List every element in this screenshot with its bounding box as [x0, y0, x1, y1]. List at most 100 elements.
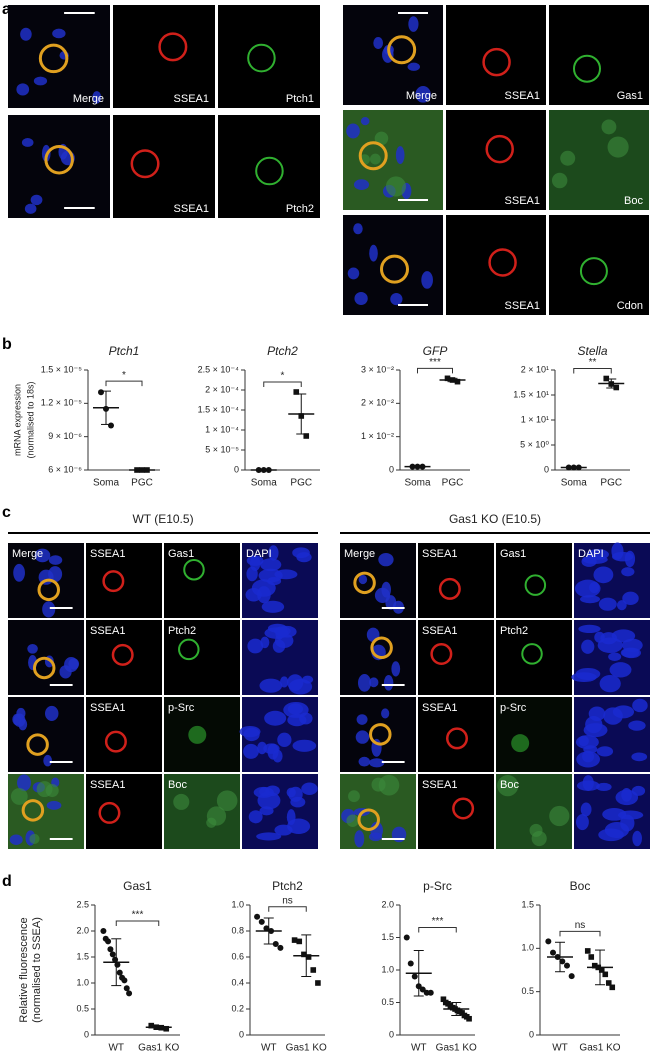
cell [158, 32, 188, 62]
nucleus [596, 746, 614, 757]
nucleus [578, 735, 589, 747]
data-point [105, 938, 112, 945]
x-tick-label: WT [552, 1043, 568, 1054]
cell [531, 830, 547, 847]
data-point [100, 928, 107, 934]
nucleus [346, 123, 360, 139]
panel-text: Ptch2 [500, 625, 528, 637]
y-tick-label: 0.5 [381, 997, 394, 1007]
cell [445, 727, 468, 750]
nucleus [354, 292, 368, 306]
y-tick-label: 3 × 10⁻² [361, 364, 394, 374]
y-tick-label: 2.5 [76, 899, 89, 909]
nucleus [358, 756, 371, 767]
nucleus [415, 86, 431, 103]
cell [524, 574, 547, 596]
cell [32, 656, 56, 680]
nucleus [280, 676, 289, 688]
y-tick-label: 9 × 10⁻⁶ [48, 431, 82, 441]
panel-text: Merge [406, 90, 437, 102]
nucleus [631, 785, 646, 796]
panel-text: SSEA1 [505, 300, 540, 312]
nucleus [16, 83, 30, 96]
nucleus [579, 595, 601, 604]
nucleus [257, 741, 268, 755]
data-point [109, 951, 116, 958]
data-point [427, 989, 434, 996]
nucleus [277, 732, 292, 747]
cell [29, 833, 40, 845]
y-tick-label: 1.5 [381, 932, 394, 942]
nucleus [408, 16, 419, 32]
micrograph [113, 115, 215, 218]
y-tick-label: 0 [84, 1029, 89, 1039]
y-tick-label: 2.0 [381, 899, 394, 909]
nucleus [46, 800, 62, 810]
data-point [591, 962, 598, 969]
nucleus [59, 665, 72, 679]
cell [387, 35, 417, 65]
cell [130, 149, 160, 179]
cell [111, 643, 134, 666]
cell [438, 577, 461, 600]
panel-text: SSEA1 [422, 779, 457, 791]
data-point [123, 985, 130, 992]
panel-text: Ptch1 [286, 93, 314, 105]
data-point [466, 1015, 472, 1022]
cell [607, 136, 629, 158]
nucleus [421, 271, 433, 289]
y-axis-label: (normalised to SSEA) [31, 917, 43, 1023]
data-point [98, 389, 104, 396]
panel-text: SSEA1 [505, 195, 540, 207]
nucleus [369, 758, 385, 768]
nucleus [621, 647, 642, 659]
x-tick-label: Gas1 KO [436, 1043, 477, 1054]
significance-label: ns [575, 920, 586, 931]
cell [178, 638, 200, 661]
nucleus [20, 27, 32, 41]
panel-text: Gas1 [168, 548, 194, 560]
group-title: WT (E10.5) [132, 512, 193, 526]
nucleus [42, 601, 56, 618]
chart-title: Stella [577, 344, 607, 358]
nucleus [34, 548, 51, 563]
chart-title: p-Src [423, 879, 452, 893]
nucleus [347, 267, 360, 280]
y-tick-label: 1.0 [381, 964, 394, 974]
y-tick-label: 1.5 [521, 899, 534, 909]
nucleus [407, 62, 420, 71]
nucleus [355, 730, 370, 744]
cell [36, 781, 53, 798]
data-point [272, 941, 279, 947]
y-tick-label: 0 [239, 1029, 244, 1039]
chart-title: Ptch2 [272, 879, 303, 893]
y-tick-label: 1.0 [521, 943, 534, 953]
nucleus [391, 661, 401, 677]
panel-text: Boc [500, 779, 519, 791]
nucleus [251, 579, 276, 597]
cell [378, 774, 400, 796]
y-tick-label: 2.5 × 10⁻⁴ [198, 364, 240, 374]
nucleus [9, 834, 23, 845]
y-tick-label: 1.5 [76, 951, 89, 961]
significance-bracket [573, 368, 612, 374]
y-tick-label: 0.5 [521, 986, 534, 996]
nucleus [631, 752, 648, 762]
significance-bracket [105, 380, 143, 387]
nucleus [632, 698, 648, 713]
panel-text: SSEA1 [90, 625, 125, 637]
nucleus [13, 563, 25, 582]
cell [549, 805, 570, 827]
y-tick-label: 1.5 × 10¹ [513, 389, 549, 399]
cell [452, 797, 475, 820]
cell [104, 730, 127, 753]
nucleus [45, 705, 59, 721]
cell [21, 799, 45, 822]
cell [482, 47, 511, 77]
nucleus [301, 782, 318, 795]
panel-text: DAPI [578, 548, 604, 560]
panel-text: Merge [73, 93, 104, 105]
data-point [407, 960, 414, 967]
nucleus [368, 832, 383, 842]
micrograph [8, 115, 110, 218]
